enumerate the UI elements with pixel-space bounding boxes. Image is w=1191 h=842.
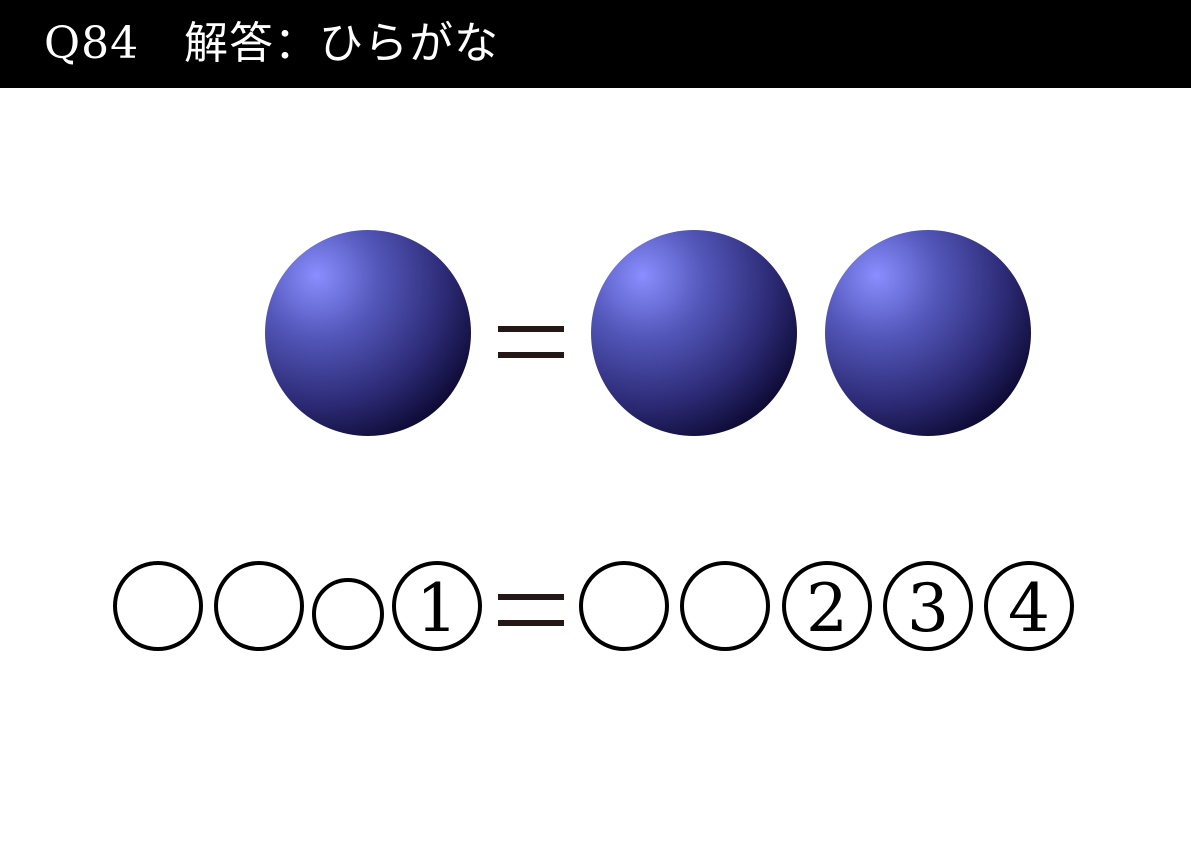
answer-slot-numbered-3 [883,561,973,651]
slot-number-4: 4 [1008,570,1050,647]
top-equals-sign [498,326,564,358]
slot-number-3: 3 [907,570,949,647]
answer-slot-numbered-4 [984,561,1074,651]
top-equation [265,230,1031,436]
page-title: Q84 解答：ひらがな [44,18,500,69]
answer-slot-numbered-1 [392,561,482,651]
answer-slot-4 [680,561,770,651]
slot-number-1: 1 [416,570,458,647]
bottom-equation: 1 2 3 4 [113,561,1074,651]
ball-left [265,230,471,436]
answer-slot-1 [113,561,203,651]
ball-right-1 [591,230,797,436]
answer-slot-2 [214,561,304,651]
answer-slot-small [312,578,384,650]
slot-number-2: 2 [806,570,848,647]
header-bar: Q84 解答：ひらがな [0,0,1191,88]
bottom-equals-sign [498,594,564,626]
ball-right-2 [825,230,1031,436]
answer-slot-numbered-2 [782,561,872,651]
answer-slot-3 [579,561,669,651]
